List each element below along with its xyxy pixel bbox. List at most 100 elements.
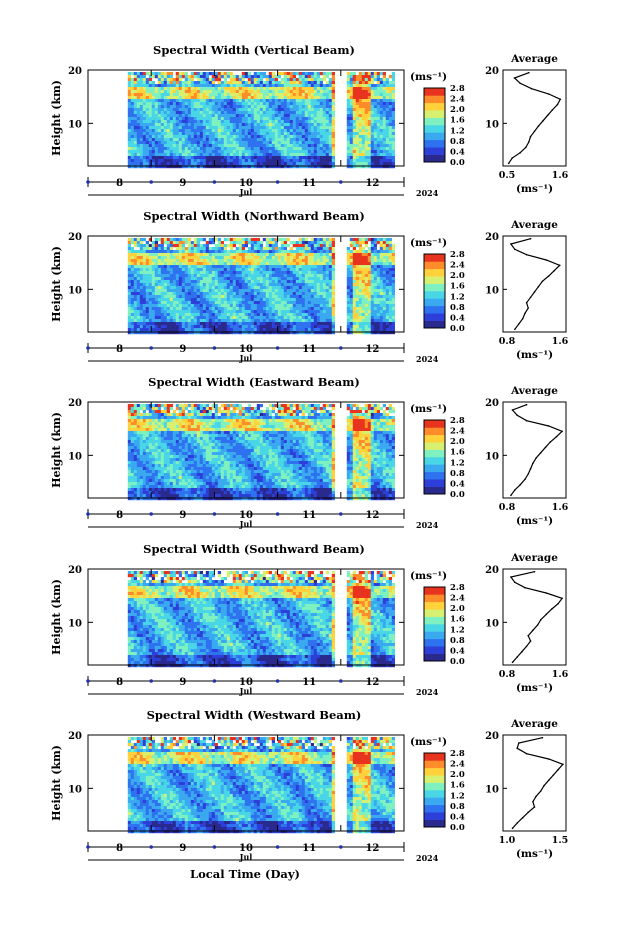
heatmap-cell	[229, 271, 233, 275]
heatmap-cell	[271, 298, 275, 302]
heatmap-cell	[157, 138, 161, 142]
heatmap-cell	[349, 298, 353, 302]
heatmap-cell	[133, 144, 137, 148]
heatmap-cell	[241, 253, 245, 257]
heatmap-cell	[385, 138, 389, 142]
heatmap-cell	[286, 156, 290, 160]
heatmap-cell	[313, 126, 317, 130]
heatmap-cell	[322, 87, 326, 91]
heatmap-cell	[355, 114, 359, 118]
heatmap-cell	[208, 307, 212, 311]
heatmap-cell	[319, 277, 323, 281]
heatmap-cell	[238, 159, 242, 163]
heatmap-cell	[298, 262, 302, 266]
heatmap-cell	[349, 78, 353, 82]
heatmap-cell	[169, 99, 173, 103]
colorbar-tick-label: 1.2	[450, 126, 465, 136]
heatmap-cell	[364, 162, 368, 166]
heatmap-cell	[349, 271, 353, 275]
heatmap-cell	[130, 262, 134, 266]
heatmap-cell	[169, 280, 173, 284]
heatmap-cell	[274, 283, 278, 287]
x-tick-label: 11	[302, 178, 316, 189]
heatmap-cell	[271, 72, 275, 76]
heatmap-cell	[235, 141, 239, 145]
heatmap-cell	[283, 322, 287, 326]
heatmap-cell	[274, 96, 278, 100]
heatmap-cell	[196, 153, 200, 157]
heatmap-cell	[130, 247, 134, 251]
heatmap-cell	[232, 292, 236, 296]
heatmap-cell	[265, 159, 269, 163]
heatmap-cell	[310, 301, 314, 305]
heatmap-cell	[211, 147, 215, 151]
heatmap-cell	[130, 150, 134, 154]
heatmap-cell	[382, 105, 386, 109]
heatmap-cell	[136, 286, 140, 290]
heatmap-cell	[154, 147, 158, 151]
heatmap-cell	[283, 274, 287, 278]
heatmap-cell	[175, 313, 179, 317]
heatmap-cell	[250, 268, 254, 272]
heatmap-cell	[163, 331, 167, 335]
heatmap-cell	[190, 283, 194, 287]
heatmap-cell	[247, 150, 251, 154]
heatmap-cell	[271, 87, 275, 91]
heatmap-cell	[139, 153, 143, 157]
heatmap-cell	[142, 123, 146, 127]
heatmap-cell	[127, 331, 131, 335]
heatmap-cell	[352, 78, 356, 82]
heatmap-cell	[223, 313, 227, 317]
heatmap-cell	[217, 165, 221, 169]
heatmap-cell	[166, 328, 170, 332]
heatmap-cell	[190, 81, 194, 85]
heatmap-cell	[220, 256, 224, 260]
heatmap-cell	[247, 117, 251, 121]
heatmap-cell	[139, 313, 143, 317]
heatmap-cell	[172, 274, 176, 278]
heatmap-cell	[229, 75, 233, 79]
heatmap-cell	[358, 147, 362, 151]
heatmap-cell	[253, 126, 257, 130]
heatmap-cell	[247, 159, 251, 163]
heatmap-cell	[277, 117, 281, 121]
heatmap-cell	[142, 81, 146, 85]
heatmap-cell	[361, 144, 365, 148]
heatmap-cell	[265, 162, 269, 166]
heatmap-cell	[313, 274, 317, 278]
heatmap-cell	[136, 265, 140, 269]
heatmap-cell	[349, 277, 353, 281]
heatmap-cell	[382, 138, 386, 142]
heatmap-cell	[178, 93, 182, 97]
heatmap-cell	[367, 96, 371, 100]
heatmap-cell	[184, 265, 188, 269]
heatmap-cell	[199, 304, 203, 308]
heatmap-cell	[295, 256, 299, 260]
heatmap-cell	[268, 105, 272, 109]
heatmap-cell	[280, 162, 284, 166]
heatmap-cell	[322, 247, 326, 251]
heatmap-cell	[202, 298, 206, 302]
heatmap-cell	[286, 78, 290, 82]
heatmap-cell	[190, 331, 194, 335]
heatmap-cell	[235, 99, 239, 103]
heatmap-cell	[346, 144, 350, 148]
heatmap-cell	[172, 153, 176, 157]
heatmap-cell	[154, 141, 158, 145]
heatmap-cell	[277, 114, 281, 118]
heatmap-cell	[190, 253, 194, 257]
heatmap-cell	[256, 301, 260, 305]
heatmap-cell	[133, 126, 137, 130]
heatmap-cell	[142, 114, 146, 118]
heatmap-cell	[190, 141, 194, 145]
heatmap-cell	[136, 256, 140, 260]
heatmap-cell	[247, 289, 251, 293]
heatmap-cell	[307, 322, 311, 326]
heatmap-cell	[133, 138, 137, 142]
heatmap-cell	[310, 268, 314, 272]
heatmap-cell	[136, 150, 140, 154]
heatmap-cell	[190, 292, 194, 296]
heatmap-cell	[202, 331, 206, 335]
heatmap-cell	[352, 72, 356, 76]
heatmap-cell	[202, 120, 206, 124]
